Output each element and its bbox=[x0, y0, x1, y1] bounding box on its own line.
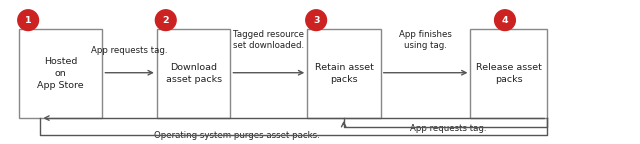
FancyArrowPatch shape bbox=[105, 71, 152, 75]
Text: App requests tag.: App requests tag. bbox=[91, 46, 168, 55]
Text: Retain asset
packs: Retain asset packs bbox=[315, 63, 373, 84]
Ellipse shape bbox=[306, 10, 326, 31]
Text: 4: 4 bbox=[502, 16, 508, 25]
Ellipse shape bbox=[18, 10, 38, 31]
Text: 1: 1 bbox=[25, 16, 31, 25]
Text: Download
asset packs: Download asset packs bbox=[166, 63, 221, 84]
Text: Release asset
packs: Release asset packs bbox=[476, 63, 541, 84]
Bar bbox=[307, 29, 381, 118]
Bar bbox=[157, 29, 230, 118]
Text: Operating system purges asset packs.: Operating system purges asset packs. bbox=[154, 131, 319, 140]
FancyArrowPatch shape bbox=[383, 71, 466, 75]
Ellipse shape bbox=[156, 10, 176, 31]
Text: App finishes
using tag.: App finishes using tag. bbox=[399, 30, 452, 50]
Bar bbox=[470, 29, 547, 118]
Bar bbox=[19, 29, 102, 118]
Text: Hosted
on
App Store: Hosted on App Store bbox=[38, 57, 84, 90]
Text: App requests tag.: App requests tag. bbox=[410, 124, 486, 133]
Ellipse shape bbox=[495, 10, 515, 31]
Text: 3: 3 bbox=[313, 16, 319, 25]
FancyArrowPatch shape bbox=[233, 71, 303, 75]
Text: 2: 2 bbox=[163, 16, 169, 25]
Text: Tagged resource
set downloaded.: Tagged resource set downloaded. bbox=[233, 30, 305, 50]
